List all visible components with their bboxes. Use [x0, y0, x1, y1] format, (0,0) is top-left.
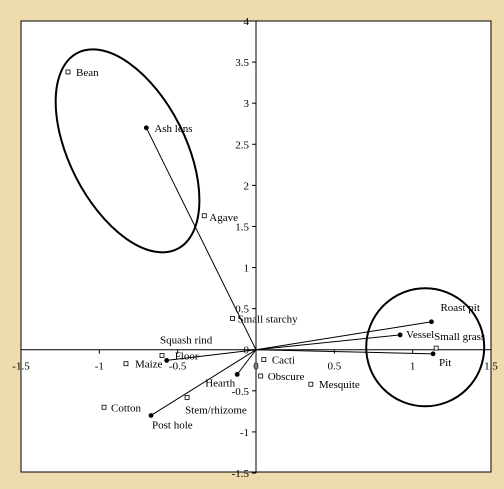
- vector-endpoint: [429, 319, 434, 325]
- taxon-point: [101, 404, 107, 410]
- y-tick-label: -1.5: [232, 468, 250, 480]
- group-circle: [365, 287, 486, 408]
- x-tick-label: 0.5: [327, 361, 341, 373]
- taxon-label: Small grass: [434, 331, 485, 343]
- vector-line: [255, 321, 432, 351]
- vector-line: [255, 334, 401, 351]
- vector-label: Roast pit: [440, 302, 479, 314]
- vector-line: [150, 349, 257, 416]
- taxon-label: Stem/rhizome: [185, 404, 247, 416]
- vector-endpoint: [397, 332, 403, 338]
- x-tick-label: 0: [253, 361, 259, 373]
- vector-line: [166, 349, 257, 361]
- point-layer: [65, 69, 439, 418]
- vector-label: Post hole: [152, 419, 193, 431]
- y-tick-label: 1: [244, 263, 250, 275]
- y-tick-label: 1.5: [235, 221, 249, 233]
- taxon-point: [433, 345, 439, 351]
- y-tick-label: -1: [240, 427, 249, 439]
- y-tick-label: 3: [244, 98, 250, 110]
- vector-label: Floor: [175, 350, 199, 362]
- x-tick-label: -1.5: [12, 361, 30, 373]
- y-tick-label: 2: [244, 180, 250, 192]
- taxon-label: Bean: [76, 67, 99, 79]
- vector-line: [145, 127, 257, 350]
- y-tick-label: 2.5: [235, 139, 249, 151]
- x-tick-label: 1: [410, 361, 416, 373]
- taxon-point: [258, 373, 264, 379]
- y-tick-label: 3.5: [235, 57, 249, 69]
- taxon-label: Agave: [209, 212, 238, 224]
- taxon-point: [201, 213, 207, 219]
- y-tick-label: -0.5: [232, 386, 250, 398]
- taxon-point: [261, 357, 267, 362]
- vector-label: Vessel: [406, 329, 434, 341]
- x-tick-label: -1: [95, 361, 104, 373]
- taxon-label: Squash rind: [160, 334, 213, 346]
- y-tick-label: 0.5: [235, 304, 249, 316]
- taxon-point: [65, 69, 71, 75]
- vector-line: [236, 349, 257, 375]
- taxon-point: [123, 361, 129, 367]
- annotation-layer: [54, 48, 486, 408]
- label-layer: Ash lens Roast pit Vessel Pit Floor Hearth Pos…: [76, 67, 485, 432]
- vector-endpoint: [143, 125, 149, 131]
- taxon-point: [159, 353, 165, 358]
- taxon-label: Small starchy: [238, 313, 299, 325]
- taxon-point: [308, 381, 314, 387]
- taxon-label: Obscure: [268, 371, 305, 383]
- taxon-point: [230, 316, 235, 321]
- vector-line: [255, 349, 434, 355]
- group-ellipse: [54, 48, 201, 254]
- taxon-point: [184, 394, 190, 400]
- x-tick-label: -0.5: [169, 361, 187, 373]
- x-tick-label: 1.5: [484, 361, 498, 373]
- taxon-label: Mesquite: [319, 379, 360, 391]
- y-tick-label: 4: [244, 16, 250, 28]
- vector-endpoint: [430, 351, 436, 357]
- taxon-label: Cotton: [111, 402, 141, 414]
- vector-endpoint: [164, 358, 170, 363]
- taxon-label: Maize: [135, 359, 163, 371]
- vector-endpoint: [148, 413, 154, 418]
- vector-label: Hearth: [205, 377, 235, 389]
- vector-endpoint: [234, 371, 240, 377]
- vector-layer: [145, 127, 434, 416]
- vector-label: Pit: [439, 357, 451, 369]
- taxon-label: Cacti: [272, 355, 295, 367]
- vector-label: Ash lens: [154, 123, 192, 135]
